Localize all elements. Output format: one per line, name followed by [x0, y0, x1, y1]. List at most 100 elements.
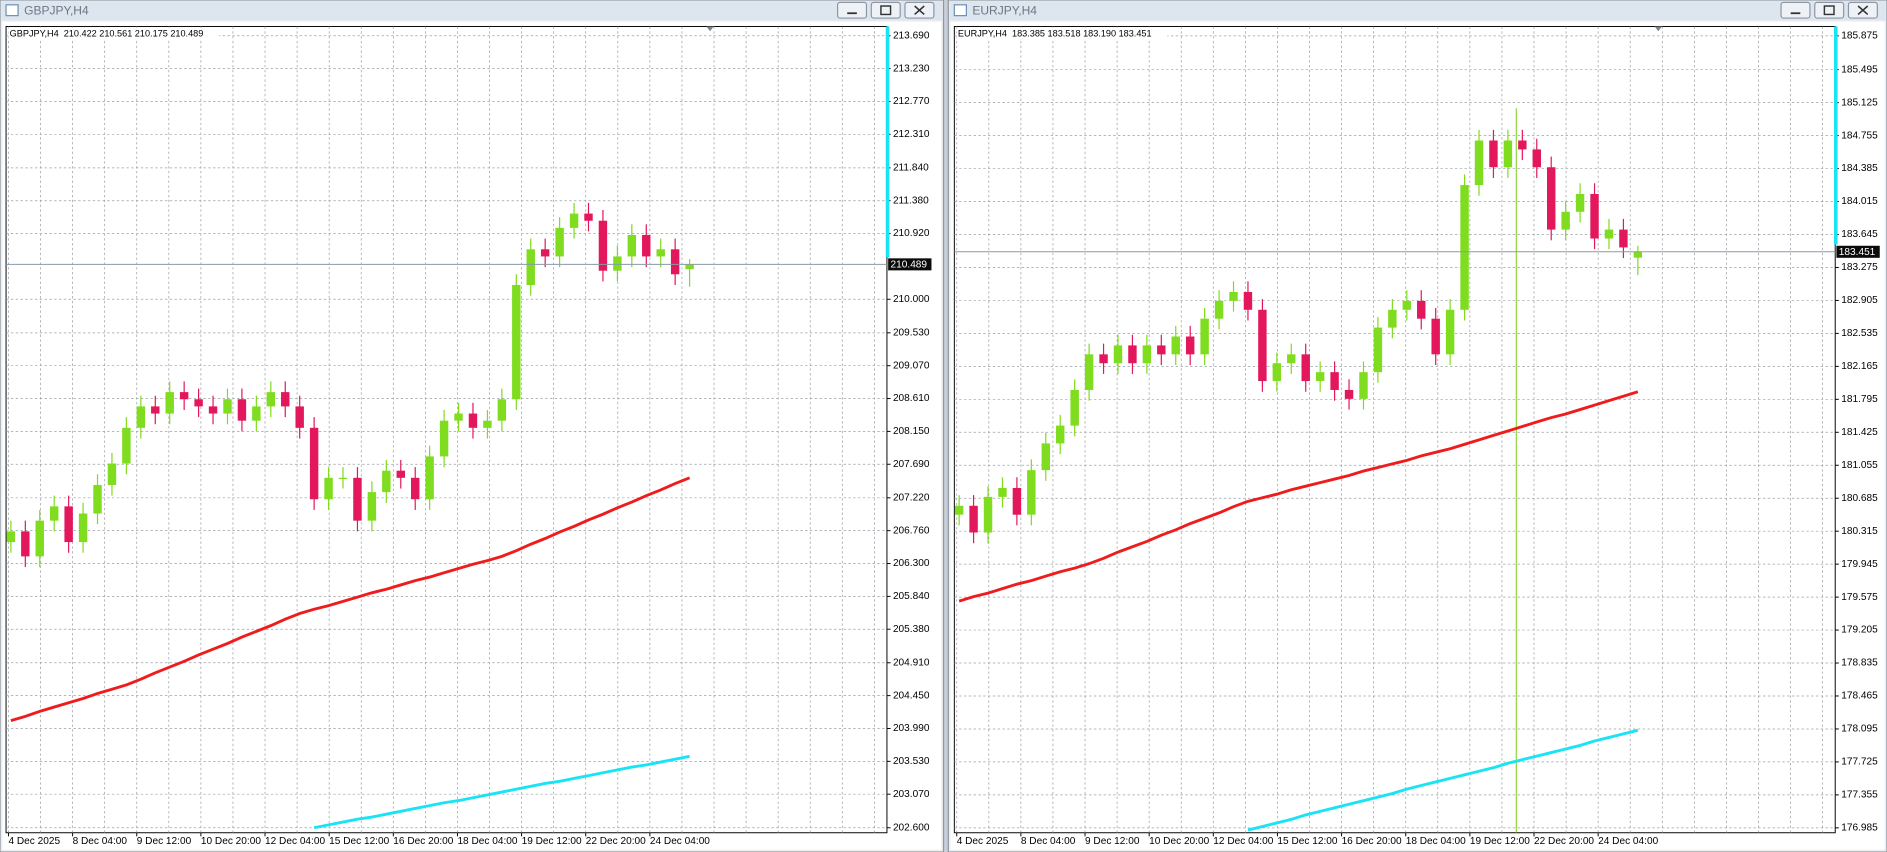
candle-body	[122, 427, 131, 464]
x-tick-label: 24 Dec 04:00	[1598, 836, 1658, 847]
chart-background	[950, 21, 1885, 850]
candle-body	[1633, 251, 1643, 258]
y-tick-label: 185.495	[1841, 64, 1878, 75]
shift-marker	[1654, 26, 1662, 32]
volume-bar	[885, 26, 890, 258]
candle-body	[555, 227, 564, 257]
candle-body	[670, 249, 680, 275]
candle-body	[1503, 140, 1513, 168]
x-tick-label: 12 Dec 04:00	[1213, 836, 1273, 847]
y-tick-label: 183.645	[1841, 229, 1878, 240]
x-tick-label: 22 Dec 20:00	[586, 836, 646, 847]
candle-body	[540, 249, 550, 257]
y-tick-label: 203.070	[893, 789, 930, 800]
candle-body	[367, 492, 377, 521]
candle-body	[1084, 354, 1094, 390]
maximize-button[interactable]	[870, 1, 901, 19]
candle-body	[382, 470, 391, 493]
x-tick-label: 15 Dec 12:00	[1277, 836, 1337, 847]
candle-body	[353, 477, 362, 521]
window-icon	[5, 4, 19, 17]
candle-body	[165, 392, 174, 414]
x-tick-label: 10 Dec 20:00	[201, 836, 261, 847]
candle-body	[1359, 372, 1368, 399]
candle-body	[584, 213, 593, 221]
y-tick-label: 210.000	[893, 294, 930, 305]
candle-body	[1417, 300, 1426, 319]
y-tick-label: 178.465	[1841, 691, 1878, 702]
candle-body	[21, 531, 30, 557]
y-tick-label: 179.205	[1841, 625, 1878, 636]
candle-body	[136, 406, 146, 428]
candle-body	[1056, 425, 1065, 444]
candle-body	[1547, 167, 1556, 230]
candle-body	[281, 392, 290, 407]
candle-body	[1619, 229, 1628, 248]
title-bar	[949, 1, 1886, 21]
y-tick-label: 209.070	[893, 360, 930, 371]
candle-body	[194, 399, 203, 407]
candle-body	[1489, 140, 1498, 168]
y-tick-label: 210.920	[893, 228, 930, 239]
last-price-label: 210.489	[891, 260, 928, 271]
maximize-button[interactable]	[1814, 1, 1845, 19]
candle-body	[6, 531, 16, 543]
y-tick-label: 185.125	[1841, 97, 1878, 108]
window-title: EURJPY,H4	[972, 4, 1037, 18]
candle-body	[151, 406, 160, 414]
moving-average-line	[10, 476, 691, 723]
candle-body	[656, 249, 665, 257]
candle-body	[1474, 140, 1484, 186]
y-tick-label: 177.725	[1841, 757, 1878, 768]
y-tick-label: 211.380	[893, 195, 929, 206]
minimize-button[interactable]	[836, 1, 868, 19]
candle-body	[969, 505, 978, 533]
candle-body	[1099, 354, 1108, 364]
y-tick-label: 185.875	[1841, 31, 1878, 42]
candle-body	[396, 470, 405, 478]
chart-window: GBPJPY,H4 202.600 203.070 203.530 203.990 204…	[0, 0, 945, 852]
y-tick-label: 202.600	[893, 822, 930, 833]
y-tick-label: 183.275	[1841, 262, 1878, 273]
candle-body	[1445, 309, 1455, 355]
candle-body	[1272, 363, 1282, 382]
candle-body	[1012, 487, 1022, 515]
y-tick-label: 212.770	[893, 96, 930, 107]
y-tick-label: 181.055	[1841, 460, 1878, 471]
y-tick-label: 213.230	[893, 63, 930, 74]
title-backdrop	[8, 27, 220, 40]
y-tick-label: 206.300	[893, 558, 930, 569]
y-tick-label: 182.165	[1841, 361, 1878, 372]
candle-body	[1200, 318, 1209, 355]
y-tick-label: 206.760	[893, 525, 930, 536]
candle-body	[1561, 211, 1570, 230]
plot-frame	[953, 25, 1836, 834]
candle-body	[78, 513, 88, 543]
candle-body	[309, 427, 319, 500]
candle-body	[1214, 300, 1224, 319]
candle-body	[497, 399, 507, 421]
x-tick-label: 18 Dec 04:00	[457, 836, 517, 847]
y-tick-label: 207.220	[893, 492, 930, 503]
minimize-button[interactable]	[1780, 1, 1811, 19]
y-tick-label: 182.535	[1841, 328, 1878, 339]
candle-body	[35, 520, 44, 557]
y-tick-label: 181.795	[1841, 394, 1878, 405]
close-glyph	[1857, 5, 1869, 16]
y-tick-label: 176.985	[1841, 823, 1878, 834]
last-price-box	[1836, 245, 1880, 258]
candle-body	[1575, 193, 1585, 212]
moving-average-line	[1247, 728, 1639, 832]
x-tick-label: 4 Dec 2025	[8, 836, 60, 847]
candle-body	[1604, 229, 1614, 239]
y-tick-label: 203.990	[893, 723, 930, 734]
x-tick-label: 8 Dec 04:00	[1021, 836, 1076, 847]
candle-body	[1243, 291, 1253, 310]
x-tick-label: 4 Dec 2025	[957, 836, 1009, 847]
candle-body	[613, 256, 622, 271]
candle-body	[1070, 389, 1079, 426]
x-tick-label: 9 Dec 12:00	[137, 836, 192, 847]
y-tick-label: 179.575	[1841, 592, 1878, 603]
